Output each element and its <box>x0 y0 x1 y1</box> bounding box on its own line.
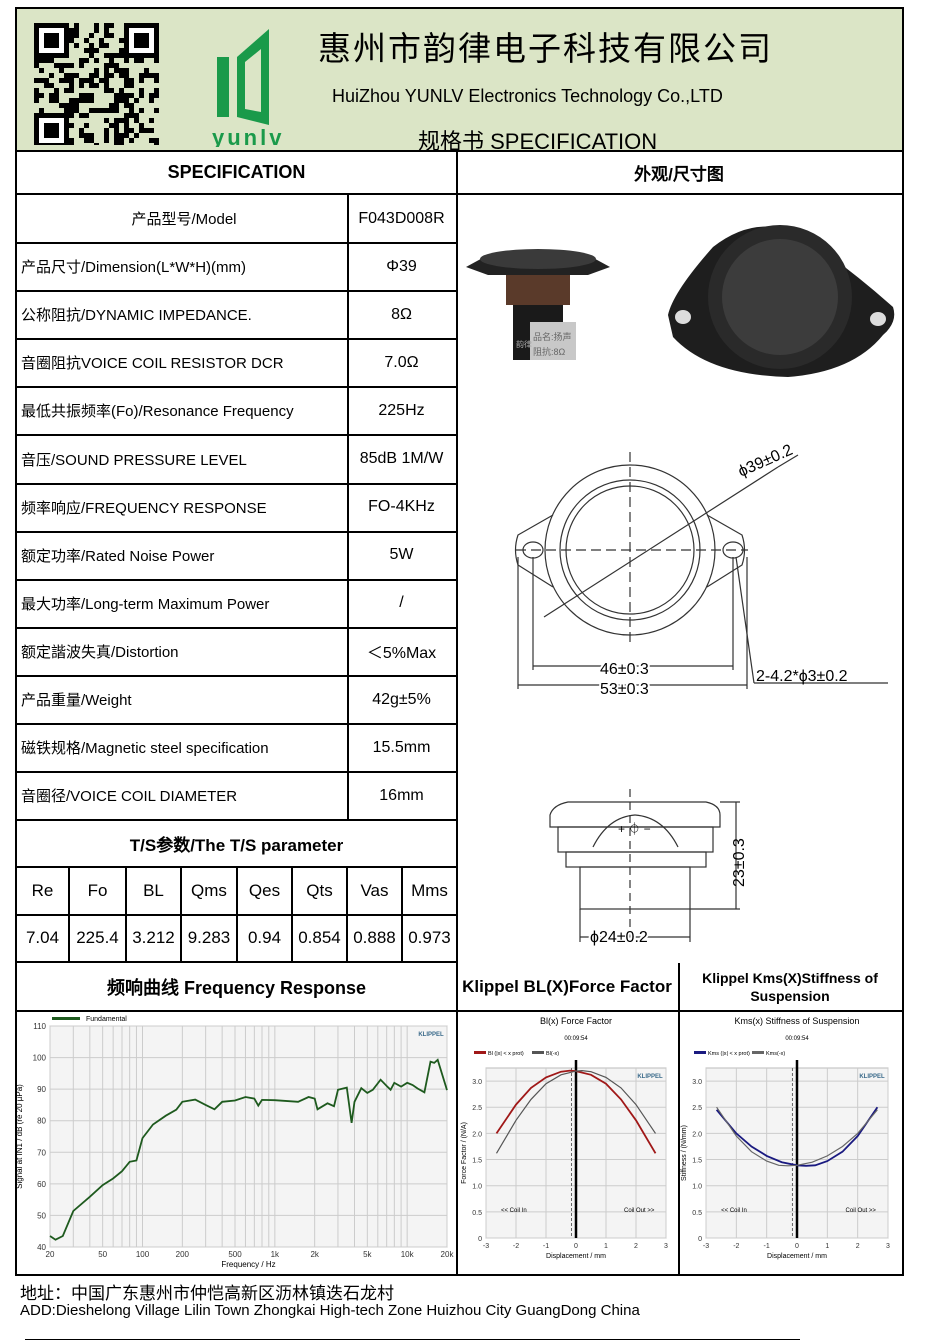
spec-label: 磁铁规格/Magnetic steel specification <box>17 724 349 774</box>
divider <box>456 1010 458 1275</box>
spec-label: 产品型号/Model <box>17 195 349 245</box>
spec-value: 42g±5% <box>347 676 458 726</box>
terminal-marks: + ⏀ − <box>618 821 651 836</box>
spec-label: 额定諧波失真/Distortion <box>17 627 349 677</box>
ts-value: 0.854 <box>293 914 348 963</box>
svg-text:阻抗:8Ω: 阻抗:8Ω <box>533 346 566 357</box>
spec-value: FO-4KHz <box>347 483 458 533</box>
ts-value: 0.973 <box>403 914 458 963</box>
speaker-photo-side: 品名:扬声 阻抗:8Ω 韵律 <box>466 249 610 360</box>
svg-text:品名:扬声: 品名:扬声 <box>533 331 572 342</box>
svg-text:yunlv: yunlv <box>212 125 284 147</box>
dimension-drawing: 品名:扬声 阻抗:8Ω 韵律 ϕ39±0.2 46±0.3 53±0.3 2-4… <box>466 225 895 948</box>
ts-value: 0.94 <box>238 914 293 963</box>
spec-value: 15.5mm <box>347 724 458 774</box>
dim-hole-spacing: 46±0.3 <box>600 661 649 678</box>
dim-height: 23±0.3 <box>731 838 748 887</box>
spec-label: 最大功率/Long-term Maximum Power <box>17 579 349 629</box>
ts-header: Vas <box>348 868 403 916</box>
ts-value: 9.283 <box>182 914 238 963</box>
footer-rule <box>25 1339 800 1340</box>
spec-value: / <box>347 579 458 629</box>
spec-value: Φ39 <box>347 243 458 293</box>
company-name-en: HuiZhou YUNLV Electronics Technology Co.… <box>332 86 723 106</box>
address-cn: 地址：中国广东惠州市仲恺高新区沥林镇迭石龙村 <box>20 1284 394 1304</box>
dim-holes: 2-4.2*ϕ3±0.2 <box>756 668 848 685</box>
ts-value: 3.212 <box>127 914 182 963</box>
kms-section-title: Klippel Kms(X)Stiffness of Suspension <box>678 963 904 1012</box>
ts-header: Re <box>17 868 70 916</box>
spec-label: 最低共振频率(Fo)/Resonance Frequency <box>17 387 349 437</box>
spec-label: 音圈阻抗VOICE COIL RESISTOR DCR <box>17 339 349 389</box>
spec-value: F043D008R <box>347 195 458 245</box>
spec-label: 产品重量/Weight <box>17 676 349 726</box>
spec-value: 225Hz <box>347 387 458 437</box>
ts-header: Qes <box>238 868 293 916</box>
document-frame <box>15 7 904 1276</box>
spec-label: 公称阻抗/DYNAMIC IMPEDANCE. <box>17 291 349 341</box>
spec-label: 频率响应/FREQUENCY RESPONSE <box>17 483 349 533</box>
spec-label: 音压/SOUND PRESSURE LEVEL <box>17 435 349 485</box>
ts-value: 0.888 <box>348 914 403 963</box>
side-view-drawing <box>549 789 740 942</box>
header: yunlv <box>17 9 902 152</box>
address-en: ADD:Dieshelong Village Lilin Town Zhongk… <box>20 1302 640 1319</box>
dim-magnet: ϕ24±0.2 <box>590 929 648 946</box>
spec-value: 8Ω <box>347 291 458 341</box>
top-view-drawing <box>514 452 888 689</box>
speaker-photo-front <box>668 225 895 377</box>
spec-section-title: SPECIFICATION <box>17 152 458 195</box>
ts-header: BL <box>127 868 182 916</box>
dim-width: 53±0.3 <box>600 681 649 698</box>
ts-header: Fo <box>70 868 127 916</box>
company-logo: yunlv <box>212 29 284 147</box>
spec-label: 音圈径/VOICE COIL DIAMETER <box>17 772 349 822</box>
spec-label: 额定功率/Rated Noise Power <box>17 531 349 581</box>
ts-header: Mms <box>403 868 458 916</box>
divider <box>678 1010 680 1275</box>
company-name-cn: 惠州市韵律电子科技有限公司 <box>318 29 773 68</box>
qr-code <box>34 23 159 145</box>
ts-header: Qts <box>293 868 348 916</box>
fr-section-title: 频响曲线 Frequency Response <box>17 963 458 1012</box>
svg-text:韵律: 韵律 <box>516 339 532 349</box>
ts-section-title: T/S参数/The T/S parameter <box>17 820 458 868</box>
spec-value: 7.0Ω <box>347 339 458 389</box>
spec-value: 5W <box>347 531 458 581</box>
ts-header: Qms <box>182 868 238 916</box>
ts-value: 7.04 <box>17 914 70 963</box>
ts-value: 225.4 <box>70 914 127 963</box>
document-title: 规格书 SPECIFICATION <box>418 129 658 154</box>
spec-value: 16mm <box>347 772 458 822</box>
spec-value: ＜5%Max <box>347 627 458 677</box>
spec-label: 产品尺寸/Dimension(L*W*H)(mm) <box>17 243 349 293</box>
spec-value: 85dB 1M/W <box>347 435 458 485</box>
bl-section-title: Klippel BL(X)Force Factor <box>456 963 680 1012</box>
drawing-section-title: 外观/尺寸图 <box>456 152 904 195</box>
